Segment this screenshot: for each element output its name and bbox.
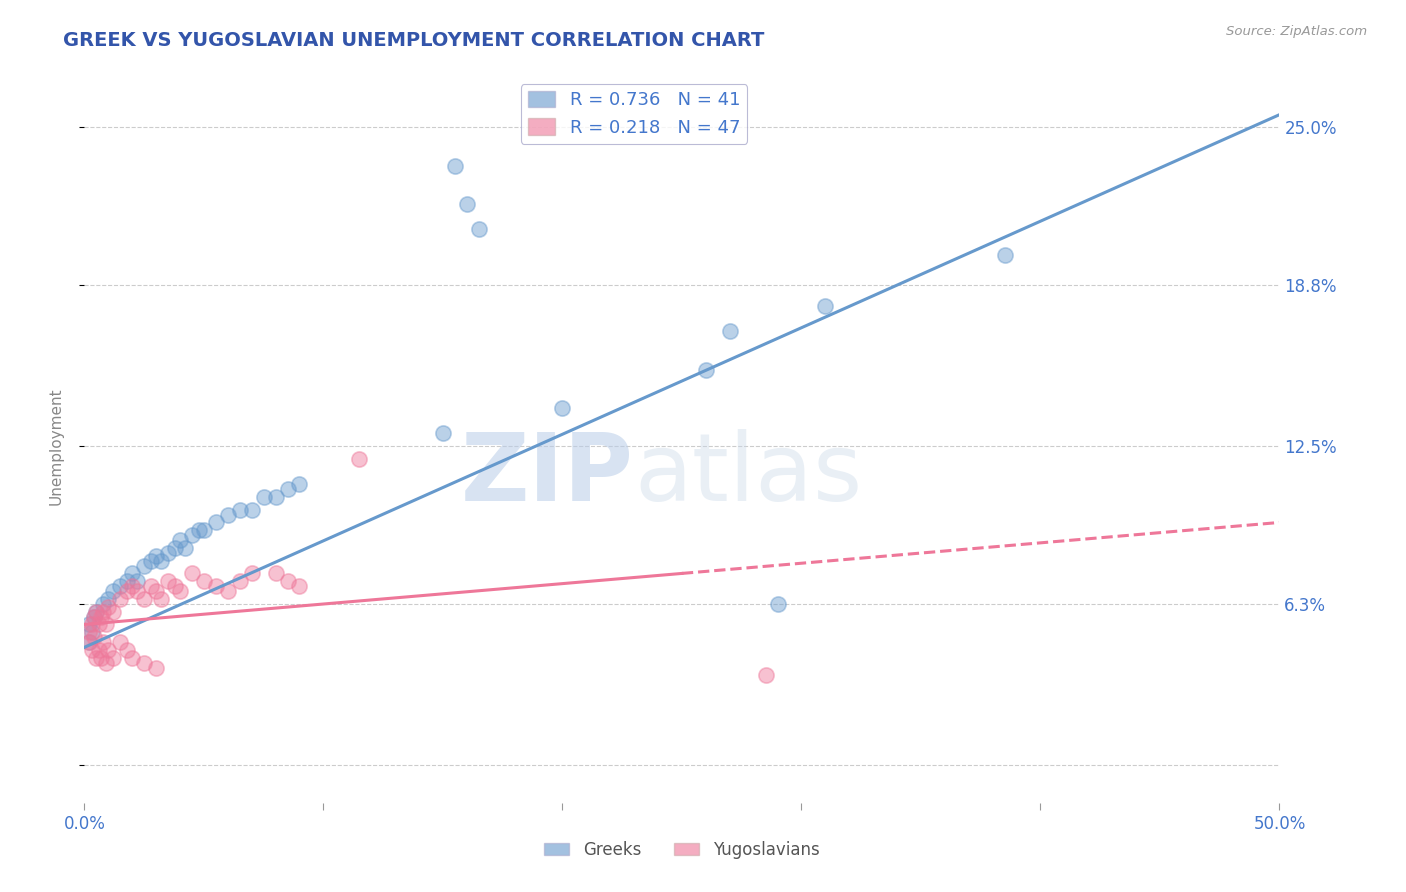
Point xyxy=(240,566,263,581)
Point xyxy=(97,599,120,614)
Point xyxy=(110,591,132,606)
Point xyxy=(456,197,478,211)
Legend: Greeks, Yugoslavians: Greeks, Yugoslavians xyxy=(537,835,827,866)
Point xyxy=(264,490,287,504)
Point xyxy=(444,159,467,173)
Point xyxy=(165,579,187,593)
Point xyxy=(101,584,124,599)
Point xyxy=(77,625,100,640)
Point xyxy=(87,643,110,657)
Point xyxy=(288,477,311,491)
Point xyxy=(83,609,105,624)
Point xyxy=(101,605,124,619)
Point xyxy=(125,584,148,599)
Point xyxy=(695,362,717,376)
Point xyxy=(83,630,105,644)
Point xyxy=(90,609,112,624)
Point xyxy=(432,426,454,441)
Point xyxy=(188,523,211,537)
Point xyxy=(994,248,1017,262)
Point xyxy=(229,502,252,516)
Point xyxy=(165,541,187,555)
Text: Source: ZipAtlas.com: Source: ZipAtlas.com xyxy=(1226,25,1367,38)
Point xyxy=(77,617,100,632)
Point xyxy=(718,324,741,338)
Point xyxy=(132,558,156,573)
Y-axis label: Unemployment: Unemployment xyxy=(49,387,63,505)
Point xyxy=(755,668,778,682)
Point xyxy=(121,579,143,593)
Point xyxy=(181,566,204,581)
Text: ZIP: ZIP xyxy=(461,428,634,521)
Point xyxy=(173,541,195,555)
Point xyxy=(145,584,167,599)
Point xyxy=(94,617,117,632)
Point xyxy=(93,597,115,611)
Text: GREEK VS YUGOSLAVIAN UNEMPLOYMENT CORRELATION CHART: GREEK VS YUGOSLAVIAN UNEMPLOYMENT CORREL… xyxy=(63,31,765,50)
Point xyxy=(157,574,180,588)
Point xyxy=(169,584,191,599)
Point xyxy=(814,299,837,313)
Point xyxy=(97,643,120,657)
Point xyxy=(264,566,287,581)
Point xyxy=(117,584,139,599)
Point xyxy=(277,483,299,497)
Point xyxy=(86,605,108,619)
Point xyxy=(288,579,311,593)
Point xyxy=(145,661,167,675)
Point xyxy=(80,617,103,632)
Point xyxy=(193,523,215,537)
Text: atlas: atlas xyxy=(634,428,862,521)
Point xyxy=(132,656,156,670)
Point xyxy=(229,574,252,588)
Point xyxy=(141,579,163,593)
Point xyxy=(90,650,112,665)
Point xyxy=(110,579,132,593)
Point xyxy=(277,574,299,588)
Point xyxy=(253,490,276,504)
Point xyxy=(145,549,167,563)
Point xyxy=(125,574,148,588)
Point xyxy=(468,222,491,236)
Point xyxy=(240,502,263,516)
Point xyxy=(149,554,172,568)
Point xyxy=(766,597,789,611)
Point xyxy=(217,584,239,599)
Point xyxy=(217,508,239,522)
Point xyxy=(94,656,117,670)
Point xyxy=(110,635,132,649)
Point xyxy=(80,625,103,640)
Point xyxy=(132,591,156,606)
Point xyxy=(169,533,191,548)
Point xyxy=(86,605,108,619)
Point xyxy=(86,650,108,665)
Point xyxy=(77,635,100,649)
Point xyxy=(193,574,215,588)
Point xyxy=(93,605,115,619)
Point xyxy=(83,609,105,624)
Point xyxy=(551,401,574,415)
Point xyxy=(87,617,110,632)
Point xyxy=(205,516,228,530)
Point xyxy=(117,574,139,588)
Point xyxy=(97,591,120,606)
Point xyxy=(80,643,103,657)
Point xyxy=(349,451,371,466)
Point xyxy=(157,546,180,560)
Point xyxy=(117,643,139,657)
Point xyxy=(149,591,172,606)
Point xyxy=(93,635,115,649)
Point xyxy=(205,579,228,593)
Point xyxy=(77,635,100,649)
Point xyxy=(121,566,143,581)
Point xyxy=(121,650,143,665)
Point xyxy=(181,528,204,542)
Point xyxy=(141,554,163,568)
Point xyxy=(101,650,124,665)
